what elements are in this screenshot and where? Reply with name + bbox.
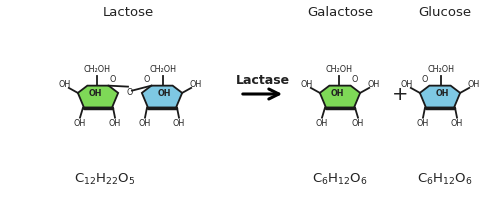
Text: OH: OH bbox=[367, 80, 380, 89]
Text: CH₂OH: CH₂OH bbox=[83, 65, 110, 74]
Text: Lactase: Lactase bbox=[236, 73, 290, 87]
Text: O: O bbox=[352, 75, 358, 84]
Text: OH: OH bbox=[173, 119, 185, 128]
Text: $\mathregular{C_6H_{12}O_6}$: $\mathregular{C_6H_{12}O_6}$ bbox=[312, 172, 368, 186]
Text: OH: OH bbox=[189, 80, 202, 89]
Text: CH₂OH: CH₂OH bbox=[325, 65, 352, 74]
Text: Galactose: Galactose bbox=[307, 6, 373, 19]
Text: OH: OH bbox=[417, 119, 429, 128]
Text: OH: OH bbox=[451, 119, 463, 128]
Text: OH: OH bbox=[300, 80, 313, 89]
Text: $\mathregular{C_{12}H_{22}O_5}$: $\mathregular{C_{12}H_{22}O_5}$ bbox=[74, 172, 136, 186]
Text: +: + bbox=[392, 85, 408, 103]
Text: $\mathregular{C_6H_{12}O_6}$: $\mathregular{C_6H_{12}O_6}$ bbox=[417, 172, 473, 186]
Polygon shape bbox=[142, 86, 182, 108]
Polygon shape bbox=[320, 86, 360, 108]
Text: OH: OH bbox=[109, 119, 121, 128]
Text: OH: OH bbox=[158, 90, 171, 99]
Text: Glucose: Glucose bbox=[418, 6, 472, 19]
Text: OH: OH bbox=[467, 80, 479, 89]
Text: OH: OH bbox=[139, 119, 151, 128]
Text: OH: OH bbox=[400, 80, 413, 89]
Text: O: O bbox=[144, 75, 150, 84]
Text: CH₂OH: CH₂OH bbox=[150, 65, 177, 74]
Text: OH: OH bbox=[89, 90, 102, 99]
Polygon shape bbox=[78, 86, 118, 108]
Text: O: O bbox=[110, 75, 116, 84]
Text: OH: OH bbox=[352, 119, 364, 128]
Text: O: O bbox=[127, 88, 133, 97]
Text: Lactose: Lactose bbox=[102, 6, 154, 19]
Text: OH: OH bbox=[316, 119, 328, 128]
Text: OH: OH bbox=[331, 90, 344, 99]
Text: O: O bbox=[422, 75, 428, 84]
Text: OH: OH bbox=[436, 90, 449, 99]
Text: OH: OH bbox=[58, 80, 71, 89]
Text: CH₂OH: CH₂OH bbox=[428, 65, 455, 74]
Text: OH: OH bbox=[74, 119, 86, 128]
Polygon shape bbox=[420, 86, 460, 108]
